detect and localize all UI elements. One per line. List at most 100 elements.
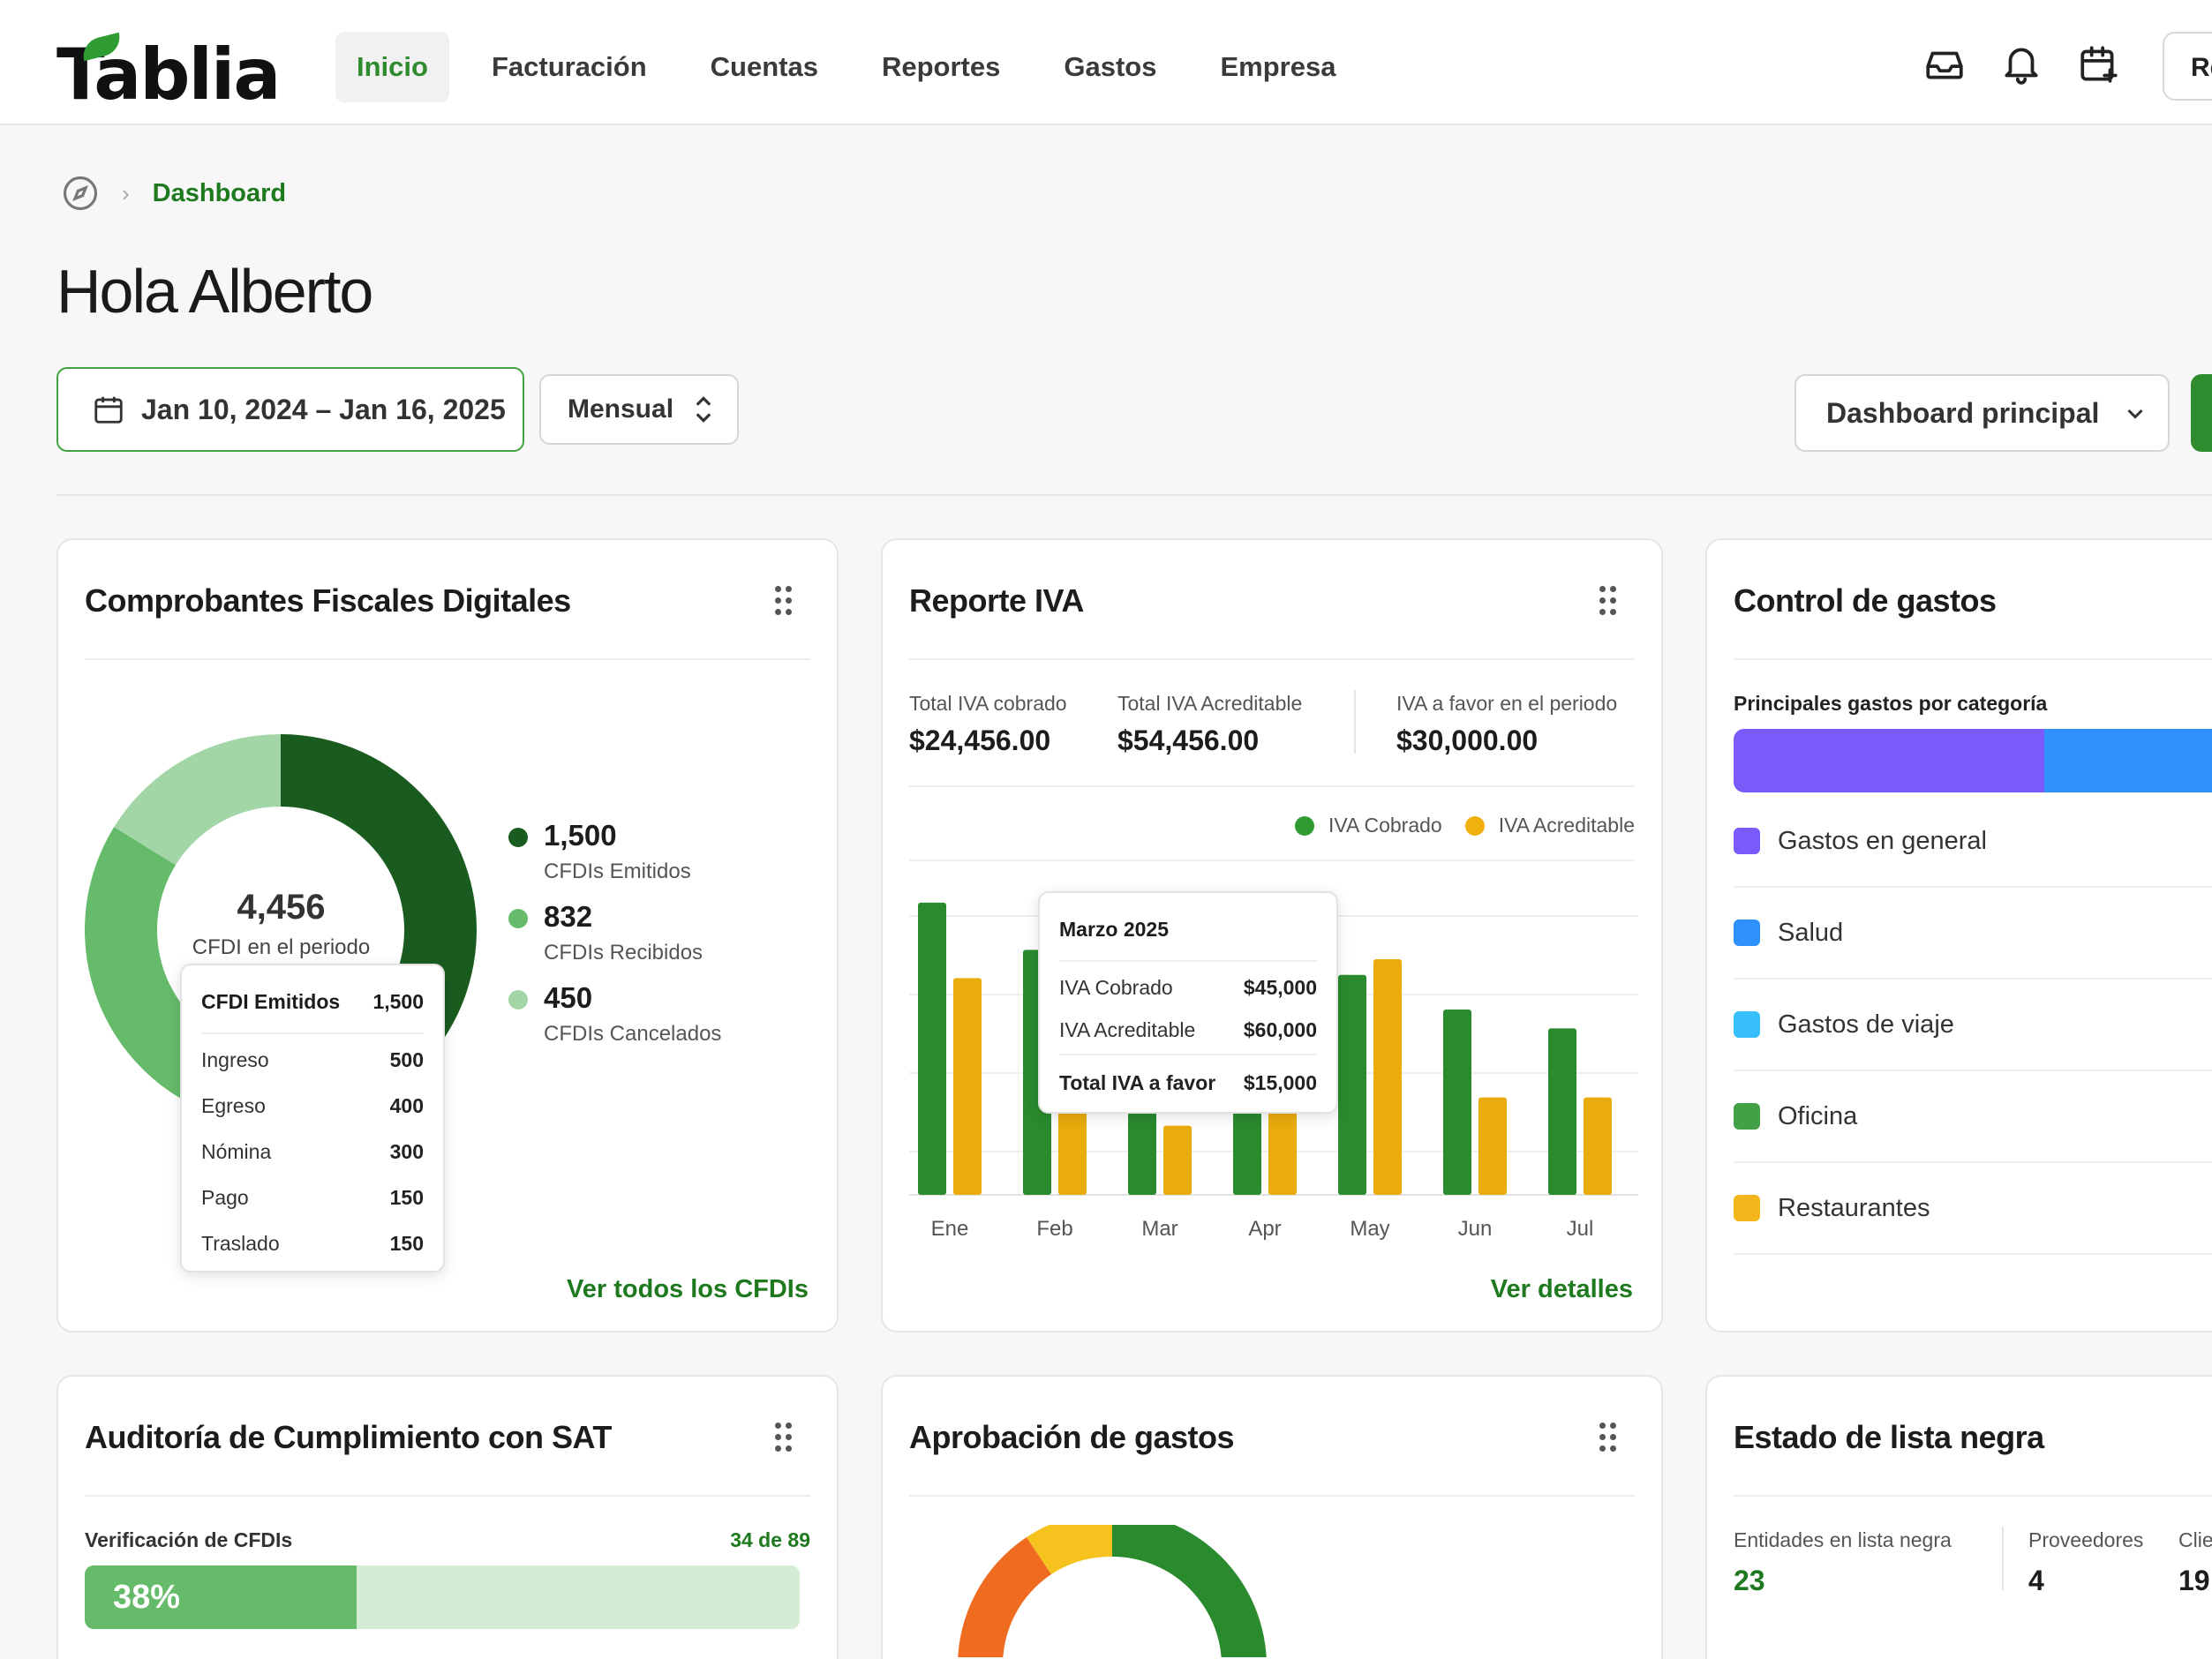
drag-handle-icon[interactable] <box>775 586 793 616</box>
category-swatch <box>1734 1195 1760 1221</box>
breadcrumb: › Dashboard <box>62 175 286 212</box>
stat-label: IVA a favor en el periodo <box>1396 692 1618 715</box>
drag-handle-icon[interactable] <box>1599 586 1617 616</box>
x-tick-label: Feb <box>1036 1217 1072 1241</box>
main-nav: Inicio Facturación Cuentas Reportes Gast… <box>335 32 1378 102</box>
tooltip-row-label: Ingreso <box>201 1048 269 1071</box>
bar-ene-cobrado[interactable] <box>918 902 946 1195</box>
dashboard-select-label: Dashboard principal <box>1826 396 2100 429</box>
ver-detalles-link[interactable]: Ver detalles <box>1490 1275 1633 1303</box>
donut-slice-cfdis-cancelados[interactable] <box>114 734 281 866</box>
legend-label: CFDIs Recibidos <box>544 941 703 965</box>
aprobacion-card-title: Aprobación de gastos <box>909 1419 1235 1455</box>
nav-facturacion[interactable]: Facturación <box>491 51 647 82</box>
lista-negra-card-title: Estado de lista negra <box>1734 1419 2044 1455</box>
breadcrumb-current[interactable]: Dashboard <box>152 178 287 207</box>
stat-separator <box>1354 690 1356 754</box>
inbox-icon[interactable] <box>1922 42 1967 86</box>
tooltip-header: CFDI Emitidos 1,500 <box>201 990 424 1014</box>
tooltip-row: IVA Acreditable $60,000 <box>1059 1018 1317 1042</box>
primary-action-button[interactable] <box>2191 374 2212 452</box>
bar-may-acreditable[interactable] <box>1373 959 1402 1195</box>
legend-dot-cobrado <box>1294 815 1314 836</box>
x-tick-label: Ene <box>931 1217 969 1241</box>
bar-jul-cobrado[interactable] <box>1548 1028 1576 1195</box>
legend-divider <box>909 860 1635 861</box>
bell-icon[interactable] <box>1999 42 2043 86</box>
category-swatch <box>1734 920 1760 946</box>
period-label: Mensual <box>568 394 674 424</box>
card-divider <box>909 785 1635 787</box>
category-row[interactable]: Restaurantes <box>1734 1163 2212 1255</box>
bar-mar-acreditable[interactable] <box>1163 1125 1192 1195</box>
category-row[interactable]: Oficina <box>1734 1071 2212 1163</box>
compass-icon[interactable] <box>62 175 99 212</box>
top-right-button[interactable]: Re <box>2163 32 2212 101</box>
tooltip-row: Ingreso 500 <box>201 1048 424 1072</box>
drag-handle-icon[interactable] <box>775 1423 793 1453</box>
category-swatch <box>1734 1011 1760 1038</box>
nav-gastos[interactable]: Gastos <box>1064 51 1157 82</box>
category-row[interactable]: Gastos de viaje <box>1734 980 2212 1071</box>
tooltip-total-row: Total IVA a favor $15,000 <box>1059 1071 1317 1095</box>
tooltip-title: Marzo 2025 <box>1059 918 1170 941</box>
bar-jul-acreditable[interactable] <box>1584 1097 1612 1195</box>
stat-value: 23 <box>1734 1565 1765 1596</box>
dashboard-select[interactable]: Dashboard principal <box>1794 374 2170 452</box>
cfdi-total-value: 4,456 <box>237 888 326 927</box>
progress-bar: 38% <box>85 1565 800 1629</box>
date-range-button[interactable]: Jan 10, 2024 – Jan 16, 2025 <box>56 367 524 452</box>
approval-gauge <box>958 1525 1267 1657</box>
tooltip-total-value: $15,000 <box>1243 1071 1317 1094</box>
nav-reportes[interactable]: Reportes <box>881 51 1001 82</box>
card-divider <box>85 1495 810 1497</box>
chevron-up-down-icon <box>696 396 711 423</box>
bar-may-cobrado[interactable] <box>1338 974 1366 1195</box>
tooltip-row-value: 500 <box>389 1048 424 1071</box>
tooltip-row-label: Egreso <box>201 1094 266 1117</box>
stacked-bar-segment[interactable] <box>2043 729 2212 792</box>
cfdi-card-title: Comprobantes Fiscales Digitales <box>85 582 571 619</box>
stat-value: 19 <box>2178 1565 2210 1596</box>
nav-cuentas[interactable]: Cuentas <box>710 51 818 82</box>
period-select[interactable]: Mensual <box>539 374 739 445</box>
top-bar: Tablia Inicio Facturación Cuentas Report… <box>0 0 2212 125</box>
legend-dot-acreditable <box>1464 815 1485 836</box>
bar-ene-acreditable[interactable] <box>953 978 982 1195</box>
stacked-bar-segment[interactable] <box>1734 729 2044 792</box>
legend-dot <box>508 909 528 928</box>
calendar-plus-icon[interactable] <box>2077 42 2121 86</box>
iva-card-title: Reporte IVA <box>909 582 1084 619</box>
category-swatch <box>1734 828 1760 854</box>
control-gastos-card: Control de gastos Principales gastos por… <box>1705 538 2212 1332</box>
category-row[interactable]: Gastos en general <box>1734 796 2212 888</box>
stat-value: $24,456.00 <box>909 724 1051 756</box>
stat-label: Total IVA Acreditable <box>1117 692 1303 715</box>
nav-empresa[interactable]: Empresa <box>1220 51 1336 82</box>
category-name: Salud <box>1778 918 1844 947</box>
legend-label: CFDIs Emitidos <box>544 860 691 883</box>
chevron-right-icon: › <box>122 179 130 206</box>
ver-todos-cfdis-link[interactable]: Ver todos los CFDIs <box>567 1275 809 1303</box>
stat-value: 4 <box>2028 1565 2044 1596</box>
legend-dot <box>508 828 528 847</box>
stat-clientes: Clie 19 <box>2178 1528 2212 1597</box>
stat-separator <box>2002 1527 2004 1590</box>
gastos-card-title: Control de gastos <box>1734 582 1997 619</box>
tooltip-row-label: IVA Cobrado <box>1059 976 1173 999</box>
stat-proveedores: Proveedores 4 <box>2028 1528 2143 1597</box>
card-divider <box>85 658 810 660</box>
lista-negra-card: Estado de lista negra Entidades en lista… <box>1705 1375 2212 1659</box>
bar-jun-cobrado[interactable] <box>1443 1009 1471 1195</box>
legend-value: 450 <box>544 981 593 1014</box>
tooltip-title: CFDI Emitidos <box>201 990 341 1013</box>
card-divider <box>1734 658 2212 660</box>
drag-handle-icon[interactable] <box>1599 1423 1617 1453</box>
card-divider <box>909 1495 1635 1497</box>
tablia-logo[interactable]: Tablia <box>56 32 281 116</box>
category-row[interactable]: Salud <box>1734 888 2212 980</box>
chevron-down-icon <box>2127 409 2143 419</box>
bar-jun-acreditable[interactable] <box>1478 1097 1507 1195</box>
nav-inicio[interactable]: Inicio <box>335 32 449 102</box>
category-swatch <box>1734 1103 1760 1130</box>
